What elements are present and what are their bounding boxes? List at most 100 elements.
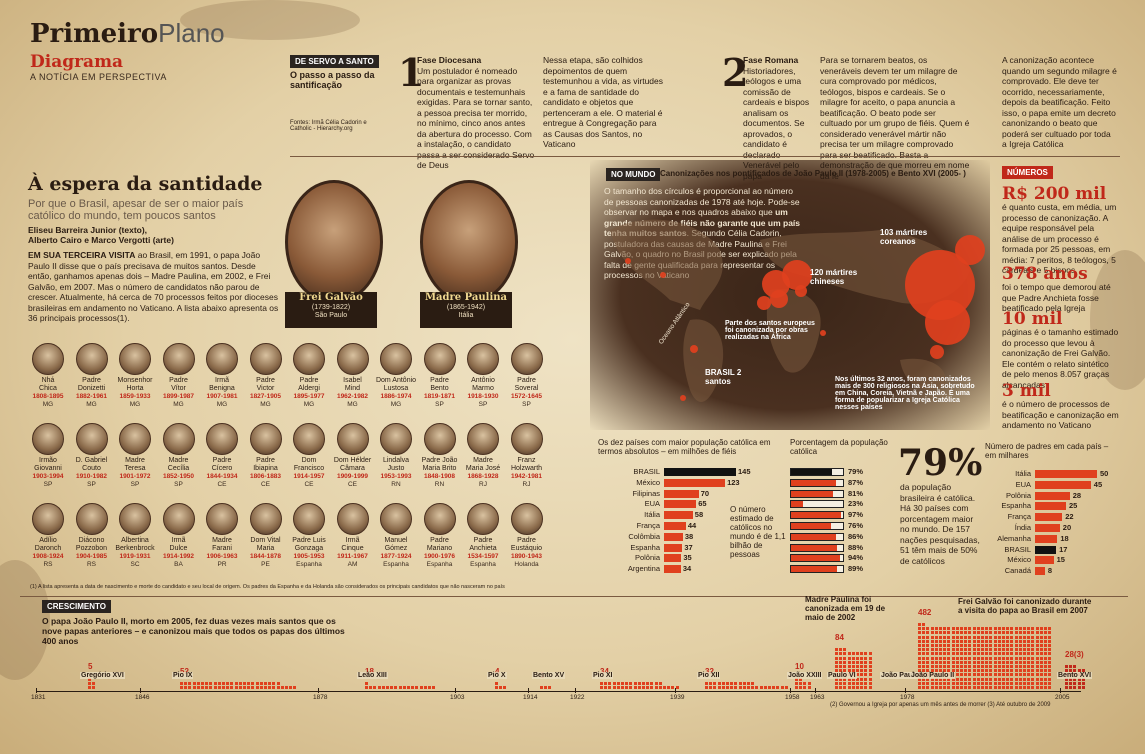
growth-square <box>947 686 951 689</box>
candidate-card: Isabel Mind 1962-1982 MG <box>331 343 375 409</box>
bar-value: 37 <box>684 542 693 552</box>
growth-square <box>964 686 968 689</box>
north-america-shape <box>610 219 723 310</box>
growth-square <box>985 644 989 647</box>
growth-square <box>432 686 436 689</box>
growth-square <box>864 660 868 664</box>
growth-square <box>402 686 406 689</box>
growth-square <box>989 669 993 673</box>
growth-square <box>997 665 1001 668</box>
candidate-state: Espanha <box>426 561 453 568</box>
growth-square <box>843 660 847 664</box>
candidate-name: Dom Vital Maria <box>250 537 281 552</box>
growth-square <box>964 665 968 668</box>
growth-square <box>616 681 620 685</box>
growth-square <box>705 681 708 685</box>
growth-square <box>1010 660 1014 664</box>
growth-square <box>1018 639 1022 643</box>
growth-square <box>759 686 763 689</box>
bar-value: 38 <box>684 531 694 541</box>
growth-square <box>1018 669 1022 673</box>
growth-square <box>1031 635 1035 639</box>
growth-square <box>843 652 847 656</box>
candidate-photo <box>249 423 282 455</box>
growth-square <box>1048 644 1052 647</box>
number-2: 378 anos <box>1002 264 1088 284</box>
bar-label: Filipinas <box>632 488 660 498</box>
growth-square <box>922 631 926 635</box>
growth-square <box>1006 631 1010 635</box>
step-2-number: 2 <box>722 50 749 95</box>
bar-value: 86% <box>848 531 864 541</box>
growth-square <box>259 686 263 689</box>
growth-square <box>600 681 603 685</box>
growth-square <box>997 677 1001 681</box>
growth-square <box>499 686 503 689</box>
step-1-number: 1 <box>398 50 425 95</box>
growth-square <box>1044 686 1047 689</box>
growth-square <box>968 648 972 652</box>
growth-square <box>964 652 968 656</box>
growth-square <box>847 660 851 664</box>
growth-square <box>1073 665 1077 668</box>
bar <box>791 533 836 540</box>
candidates-footnote: (1) A lista apresenta a data de nascimen… <box>30 584 505 590</box>
candidate-state: RJ <box>522 481 531 488</box>
growth-square <box>1014 665 1018 668</box>
candidate-card: Lindalva Justo 1953-1993 RN <box>374 423 418 489</box>
timeline-tick <box>318 688 319 693</box>
candidate-state: MG <box>347 401 358 408</box>
candidate-name: Padre João Maria Brito <box>421 457 458 472</box>
section-title: Diagrama <box>30 52 124 72</box>
growth-square <box>230 681 234 685</box>
number-2-text: foi o tempo que demorou até que Padre An… <box>1002 282 1111 313</box>
growth-square <box>922 635 926 639</box>
growth-square <box>968 639 972 643</box>
label-africa: Parte dos santos europeus foi canonizada… <box>725 320 815 341</box>
growth-square <box>934 627 938 631</box>
candidate-dates: 1859-1933 <box>119 393 151 400</box>
growth-square <box>981 673 984 677</box>
growth-square <box>776 686 780 689</box>
growth-value: 482 <box>918 607 932 617</box>
growth-square <box>188 686 192 689</box>
growth-square <box>847 681 851 685</box>
growth-square <box>943 639 947 643</box>
growth-square <box>997 648 1001 652</box>
label-asia-note: Nos últimos 32 anos, foram canonizados m… <box>835 376 975 411</box>
growth-square <box>918 648 921 652</box>
growth-value: 5 <box>88 662 93 672</box>
growth-square <box>1044 673 1047 677</box>
numbers-header: NÚMEROS <box>1002 166 1053 179</box>
candidate-dates: 1909-1999 <box>336 473 369 480</box>
south-america-shape <box>683 319 724 402</box>
bar <box>1035 480 1091 489</box>
growth-square <box>1014 669 1018 673</box>
bar-value: 79% <box>848 467 864 476</box>
candidate-photo <box>380 423 412 455</box>
growth-text: O papa João Paulo II, morto em 2005, fez… <box>42 616 345 646</box>
chart3-title: Número de padres em cada país – em milha… <box>985 442 1109 460</box>
growth-square <box>255 686 259 689</box>
growth-square <box>742 686 746 689</box>
growth-square <box>1044 631 1047 635</box>
candidate-name: Dom Antônio Lustosa <box>375 377 417 392</box>
growth-square <box>1031 660 1035 664</box>
step-1-block: Fase Diocesana Um postulador é nomeado pa… <box>417 55 535 170</box>
candidate-card: Padre Mariano 1900-1976 Espanha <box>418 503 462 569</box>
label-china: 120 mártires chineses <box>810 268 858 286</box>
growth-square <box>1039 673 1043 677</box>
growth-square <box>293 686 297 689</box>
growth-square <box>955 639 959 643</box>
bar-value: 65 <box>698 499 707 509</box>
growth-square <box>922 681 926 685</box>
growth-square <box>1010 639 1014 643</box>
growth-square <box>1081 677 1085 681</box>
growth-square <box>738 681 742 685</box>
candidate-card: Padre Cícero 1844-1934 CE <box>200 423 244 489</box>
growth-square <box>280 686 284 689</box>
growth-square <box>247 686 251 689</box>
growth-square <box>955 686 959 689</box>
growth-square <box>188 681 192 685</box>
candidate-state: SP <box>478 401 488 408</box>
